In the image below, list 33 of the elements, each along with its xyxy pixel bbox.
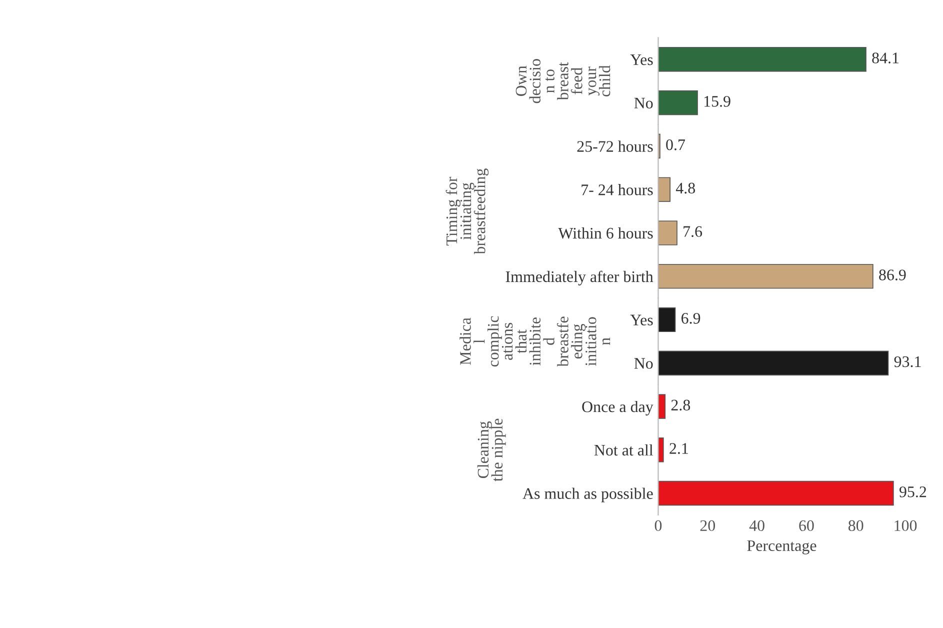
y-tick-label: Not at all — [594, 444, 654, 456]
data-label: 2.1 — [670, 443, 688, 454]
data-label: 6.9 — [682, 312, 700, 324]
y-tick-label: 7- 24 hours — [582, 184, 653, 196]
data-label: 86.9 — [879, 270, 906, 280]
y-tick-label: 25-72 hours — [577, 140, 653, 152]
y-tick-label: Within 6 hours — [558, 227, 653, 239]
data-label: 0.7 — [666, 139, 686, 150]
text: Medica l complic ations that inhibite d breastfe eding initiatio n — [460, 316, 610, 367]
y-axis-title: Timing for initiating breastfeeding — [446, 168, 489, 254]
data-label: 95.2 — [899, 486, 926, 498]
x-tick-label: 20 — [700, 520, 716, 532]
y-tick-label: As much as possible — [522, 488, 653, 502]
y-tick-label: Yes — [630, 54, 653, 66]
x-tick-label: 100 — [894, 520, 917, 532]
y-tick-label: No — [634, 98, 653, 108]
x-tick-label: 40 — [749, 520, 764, 532]
data-label: 84.1 — [872, 52, 899, 64]
x-tick-label: 60 — [799, 520, 814, 532]
y-axis-title: Own decisio n to breast feed your child — [516, 59, 610, 104]
data-label: 7.6 — [684, 226, 702, 237]
y-tick-label: Immediately after birth — [506, 270, 654, 286]
x-axis-title: Percentage — [747, 540, 816, 554]
y-tick-label: Yes — [630, 314, 653, 326]
data-label: 15.9 — [704, 96, 730, 107]
data-label: 4.8 — [676, 182, 695, 194]
data-label: 93.1 — [894, 356, 921, 368]
x-tick-label: 0 — [654, 520, 662, 532]
y-tick-label: Once a day — [582, 400, 654, 416]
data-label: 2.8 — [671, 400, 690, 411]
x-tick-label: 80 — [848, 520, 864, 532]
y-axis-title: Cleaning the nipple — [477, 418, 506, 482]
y-tick-label: No — [634, 358, 653, 369]
